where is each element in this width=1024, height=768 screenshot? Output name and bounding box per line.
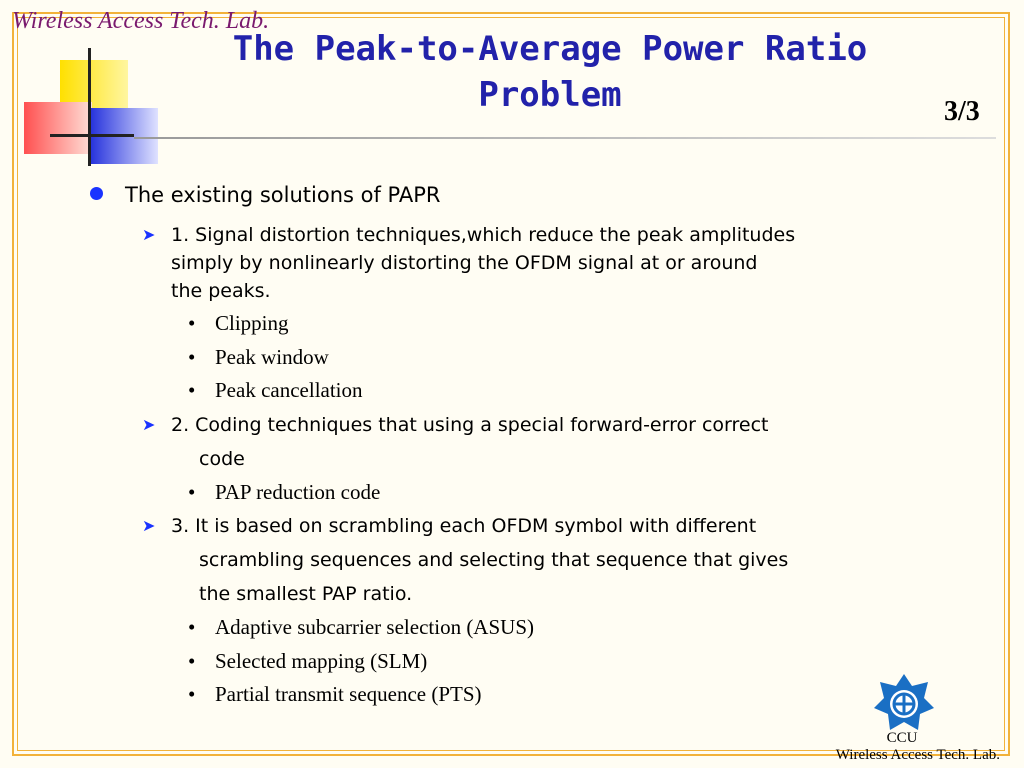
solution-2-line1: 2. Coding techniques that using a specia… [171,414,769,436]
solution-1-line1: 1. Signal distortion techniques,which re… [171,224,796,246]
sub-item-text: Clipping [215,311,289,335]
ccu-emblem-icon [874,674,934,730]
solution-3-line2: scrambling sequences and selecting that … [199,549,789,571]
sub-item-text: Partial transmit sequence (PTS) [215,682,482,706]
round-bullet-icon [90,187,103,200]
dot-bullet-icon: • [188,615,196,639]
dot-bullet-icon: • [188,649,196,673]
arrow-bullet-icon: ➤ [142,225,156,244]
slide-frame-outer [12,12,1010,756]
decor-red-square [24,102,92,154]
footer-ccu: CCU [886,730,918,746]
dot-bullet-icon: • [188,480,196,504]
sub-item-text: Adaptive subcarrier selection (ASUS) [215,615,534,639]
dot-bullet-icon: • [188,345,196,369]
dot-bullet-icon: • [188,682,196,706]
sub-item-text: Peak window [215,345,329,369]
decor-vertical-line [88,48,91,166]
decor-horizontal-line [50,134,134,137]
solution-1-line3: the peaks. [171,280,271,302]
sub-item-text: PAP reduction code [215,480,381,504]
title-rule [134,137,996,139]
dot-bullet-icon: • [188,311,196,335]
solution-2-line2: code [199,448,245,470]
solution-3-line1: 3. It is based on scrambling each OFDM s… [171,515,757,537]
arrow-bullet-icon: ➤ [142,415,156,434]
sub-item-text: Peak cancellation [215,378,363,402]
main-bullet: The existing solutions of PAPR [90,183,441,207]
lab-label: Wireless Access Tech. Lab. [12,8,270,34]
main-bullet-text: The existing solutions of PAPR [125,183,441,207]
solution-1-line2: simply by nonlinearly distorting the OFD… [171,252,758,274]
slide-title: The Peak-to-Average Power Ratio Problem [160,26,940,118]
slide-frame-inner [17,17,1005,751]
page-number: 3/3 [944,96,980,127]
arrow-bullet-icon: ➤ [142,516,156,535]
footer-lab-name: Wireless Access Tech. Lab. [835,747,1000,763]
dot-bullet-icon: • [188,378,196,402]
sub-item-text: Selected mapping (SLM) [215,649,428,673]
slide-title-line2: Problem [478,75,622,115]
slide-title-line1: The Peak-to-Average Power Ratio [232,29,868,69]
solution-3-line3: the smallest PAP ratio. [199,583,413,605]
